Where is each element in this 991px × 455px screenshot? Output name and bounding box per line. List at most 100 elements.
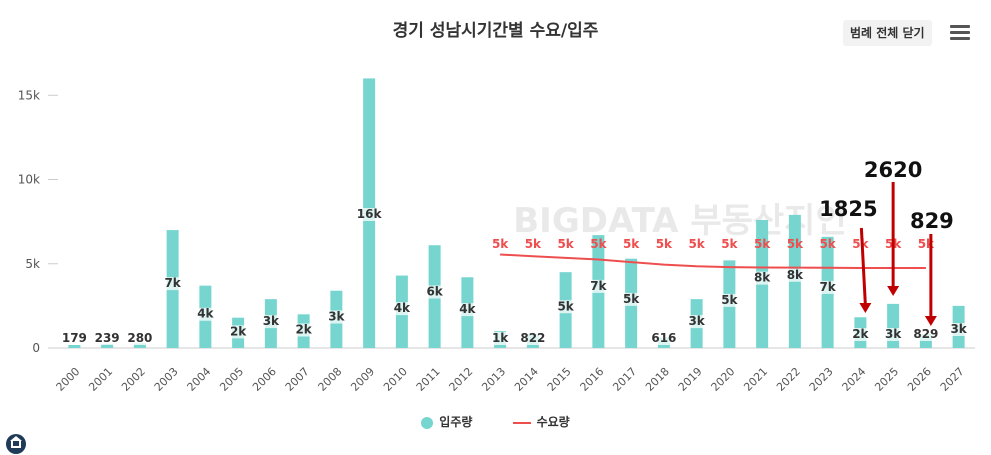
bar-data-label: 7k bbox=[819, 280, 836, 294]
bar-data-label: 5k bbox=[557, 299, 574, 313]
bar-data-label: 822 bbox=[520, 331, 545, 345]
bar-label-bg bbox=[652, 332, 675, 345]
x-tick-label: 2014 bbox=[512, 365, 541, 394]
bar-label-bg bbox=[947, 323, 970, 336]
bar-label-bg bbox=[128, 332, 151, 345]
bar-label-bg bbox=[685, 315, 708, 329]
bar-data-label: 280 bbox=[127, 331, 152, 345]
x-tick-label: 2010 bbox=[381, 365, 410, 394]
x-tick-label: 2008 bbox=[316, 365, 345, 394]
x-tick-label: 2024 bbox=[840, 365, 869, 394]
bar-data-label: 4k bbox=[459, 302, 476, 316]
line-data-label: 5k bbox=[557, 237, 574, 251]
bar-2000 bbox=[68, 344, 81, 348]
x-tick-label: 2011 bbox=[414, 365, 443, 394]
bar-data-label: 2k bbox=[230, 324, 247, 338]
annotation-arrow-head bbox=[887, 286, 900, 296]
bar-label-bg bbox=[358, 208, 381, 221]
annotation-arrow-line bbox=[859, 227, 867, 306]
bar-label-bg bbox=[423, 285, 446, 299]
x-tick-label: 2013 bbox=[479, 365, 508, 394]
bar-label-bg bbox=[587, 279, 610, 293]
chart-title: 경기 성남시기간별 수요/입주 bbox=[392, 21, 599, 41]
x-tick-label: 2017 bbox=[610, 365, 639, 394]
line-data-label: 5k bbox=[721, 237, 738, 251]
annotation-label: 2620 bbox=[864, 158, 922, 182]
bar-data-label: 7k bbox=[164, 276, 181, 290]
line-data-label: 5k bbox=[590, 237, 607, 251]
line-data-label: 5k bbox=[787, 237, 804, 251]
bar-data-label: 4k bbox=[197, 307, 214, 321]
x-tick-label: 2005 bbox=[217, 365, 246, 394]
x-tick-label: 2026 bbox=[905, 365, 934, 394]
bar-label-bg bbox=[161, 277, 184, 291]
bar-data-label: 239 bbox=[95, 331, 120, 345]
bar-2001 bbox=[101, 343, 114, 348]
bar-data-label: 8k bbox=[754, 271, 771, 285]
line-data-label: 5k bbox=[525, 237, 542, 251]
line-data-label: 5k bbox=[754, 237, 771, 251]
x-tick-label: 2027 bbox=[938, 365, 967, 394]
bar-label-bg bbox=[390, 302, 413, 316]
hamburger-menu-icon[interactable] bbox=[950, 25, 970, 41]
annotation-arrow-head bbox=[924, 316, 937, 326]
bar-label-bg bbox=[620, 292, 643, 306]
home-icon[interactable] bbox=[6, 434, 26, 454]
x-tick-label: 2003 bbox=[152, 365, 181, 394]
bar-data-label: 16k bbox=[357, 207, 383, 221]
bar-2025 bbox=[887, 303, 900, 348]
bar-label-bg bbox=[751, 271, 774, 285]
x-tick-label: 2022 bbox=[774, 365, 803, 394]
bar-label-bg bbox=[849, 328, 872, 341]
bar-data-label: 8k bbox=[787, 268, 804, 282]
annotation-label: 1825 bbox=[819, 197, 877, 221]
x-tick-label: 2023 bbox=[807, 365, 836, 394]
bar-label-bg bbox=[489, 332, 512, 345]
line-data-label: 5k bbox=[819, 237, 836, 251]
bar-data-label: 3k bbox=[885, 327, 902, 341]
annotation-arrow-head bbox=[859, 303, 872, 313]
demand-line bbox=[500, 253, 926, 269]
legend-label-line: 수요량 bbox=[536, 415, 570, 429]
bar-data-label: 5k bbox=[623, 292, 640, 306]
y-tick-label: 15k bbox=[18, 88, 40, 102]
line-data-label: 5k bbox=[656, 237, 673, 251]
chart-legend: 입주량 수요량 bbox=[0, 413, 991, 430]
x-tick-label: 2012 bbox=[447, 365, 476, 394]
bar-data-label: 7k bbox=[590, 279, 607, 293]
bar-label-bg bbox=[816, 280, 839, 294]
x-tick-label: 2021 bbox=[741, 365, 770, 394]
x-tick-label: 2009 bbox=[348, 365, 377, 394]
x-tick-label: 2018 bbox=[643, 365, 672, 394]
legend-line-icon bbox=[512, 421, 531, 424]
bar-label-bg bbox=[63, 332, 86, 345]
x-tick-label: 2019 bbox=[676, 365, 705, 394]
bar-data-label: 3k bbox=[263, 314, 280, 328]
bar-data-label: 829 bbox=[913, 327, 938, 341]
line-data-label: 5k bbox=[688, 237, 705, 251]
y-tick-label: 10k bbox=[18, 173, 40, 187]
legend-item-bar[interactable]: 입주량 bbox=[421, 413, 472, 430]
bar-label-bg bbox=[96, 332, 119, 345]
legend-item-line[interactable]: 수요량 bbox=[512, 413, 570, 430]
x-tick-label: 2004 bbox=[185, 365, 214, 394]
bar-label-bg bbox=[325, 310, 348, 324]
bar-data-label: 179 bbox=[62, 331, 87, 345]
y-tick-label: 5k bbox=[25, 257, 40, 271]
line-data-label: 5k bbox=[492, 237, 509, 251]
legend-toggle-button[interactable]: 범례 전체 닫기 bbox=[843, 20, 932, 46]
bar-data-label: 3k bbox=[328, 309, 345, 323]
bar-label-bg bbox=[783, 268, 806, 282]
bar-2002 bbox=[133, 343, 146, 348]
x-tick-label: 2016 bbox=[578, 365, 607, 394]
bar-data-label: 5k bbox=[721, 293, 738, 307]
line-data-label: 5k bbox=[918, 237, 935, 251]
bar-data-label: 6k bbox=[426, 284, 443, 298]
bar-data-label: 616 bbox=[651, 331, 676, 345]
bar-label-bg bbox=[521, 332, 544, 345]
bar-data-label: 3k bbox=[688, 314, 705, 328]
bar-label-bg bbox=[194, 307, 217, 321]
bar-data-label: 2k bbox=[295, 322, 312, 336]
x-tick-label: 2006 bbox=[250, 365, 279, 394]
